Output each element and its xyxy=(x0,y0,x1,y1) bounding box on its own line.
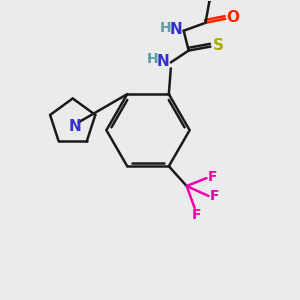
Text: H: H xyxy=(160,21,172,35)
Text: N: N xyxy=(169,22,182,37)
Text: F: F xyxy=(210,189,219,203)
Text: N: N xyxy=(68,119,81,134)
Text: F: F xyxy=(208,170,217,184)
Text: N: N xyxy=(157,54,169,69)
Text: S: S xyxy=(213,38,224,53)
Text: O: O xyxy=(227,11,240,26)
Text: F: F xyxy=(192,208,201,222)
Text: H: H xyxy=(147,52,159,67)
